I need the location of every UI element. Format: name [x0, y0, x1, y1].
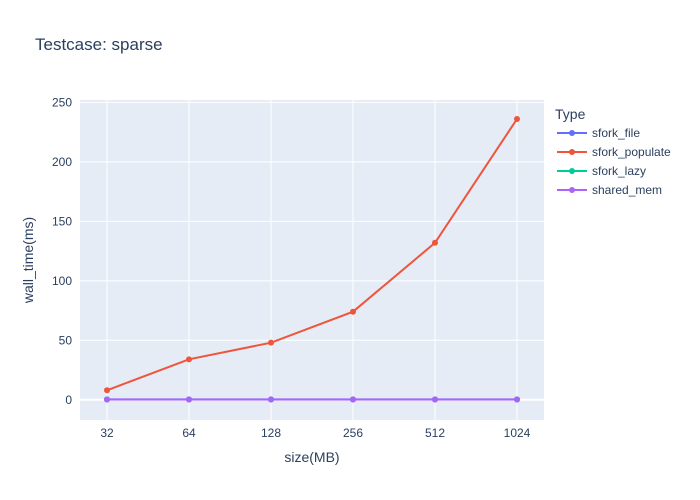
x-tick-label: 256 — [343, 426, 363, 440]
legend-label: sfork_lazy — [592, 164, 646, 178]
x-tick-label: 512 — [425, 426, 445, 440]
legend-swatch-marker — [569, 187, 575, 193]
data-point — [268, 396, 274, 403]
y-tick-label: 50 — [59, 333, 73, 347]
legend-swatch-marker — [569, 149, 575, 155]
data-point — [104, 387, 110, 394]
legend-item[interactable]: sfork_file — [557, 126, 640, 140]
x-tick-label: 128 — [261, 426, 281, 440]
data-point — [514, 396, 520, 403]
y-tick-label: 250 — [52, 95, 72, 109]
data-point — [350, 308, 356, 315]
y-axis-ticks: 0 50 100 150 200 250 — [52, 95, 72, 406]
series-sfork-populate — [104, 116, 520, 394]
x-axis-label: size(MB) — [284, 449, 339, 465]
legend-label: sfork_file — [592, 126, 640, 140]
legend: Type sfork_file sfork_populate sfork_lazys… — [555, 106, 671, 197]
series-line — [106, 118, 518, 392]
legend-item[interactable]: sfork_populate — [557, 145, 671, 159]
chart-title: Testcase: sparse — [35, 35, 163, 54]
legend-swatch-marker — [569, 130, 575, 136]
plot-background — [80, 100, 544, 420]
data-point — [432, 239, 438, 246]
data-point — [514, 116, 520, 123]
x-axis-ticks: 32 64 128 256 512 1024 — [100, 426, 530, 440]
data-point — [268, 339, 274, 346]
legend-label: shared_mem — [592, 183, 662, 197]
x-tick-label: 1024 — [504, 426, 531, 440]
y-tick-label: 100 — [52, 274, 72, 288]
y-axis-label: wall_time(ms) — [20, 217, 36, 304]
legend-label: sfork_populate — [592, 145, 671, 159]
legend-swatch-marker — [569, 168, 575, 174]
data-point — [186, 396, 192, 403]
data-point — [186, 356, 192, 363]
data-point — [432, 396, 438, 403]
series-layer — [104, 116, 520, 403]
y-tick-label: 150 — [52, 214, 72, 228]
x-tick-label: 64 — [182, 426, 196, 440]
legend-item[interactable]: shared_mem — [557, 183, 662, 197]
y-tick-label: 0 — [65, 393, 72, 407]
data-point — [350, 396, 356, 403]
y-tick-label: 200 — [52, 155, 72, 169]
legend-item[interactable]: sfork_lazy — [557, 164, 646, 178]
legend-title: Type — [555, 106, 586, 122]
data-point — [104, 396, 110, 403]
x-tick-label: 32 — [100, 426, 114, 440]
series-shared-mem — [104, 396, 520, 403]
